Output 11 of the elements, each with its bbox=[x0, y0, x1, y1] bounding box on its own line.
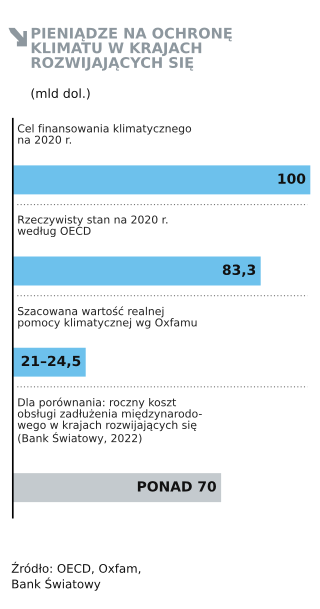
data-label: PONAD 70 bbox=[138, 481, 216, 492]
data-label: 21–24,5 bbox=[22, 356, 80, 368]
chart-subtitle: (mld dol.) bbox=[31, 88, 90, 100]
y-tick-label: Cel finansowania klimatycznego na 2020 r. bbox=[18, 124, 192, 144]
y-tick-label: Rzeczywisty stan na 2020 r. według OECD bbox=[18, 215, 168, 238]
chart-title: PIENIĄDZE NA OCHRONĘ KLIMATU W KRAJACH ROZWIJAJĄCYCH SIĘ bbox=[32, 28, 232, 71]
text: Źródło: OECD, Oxfam, Bank Światowy bbox=[12, 562, 140, 591]
y-tick-label: Dla porównania: roczny koszt obsługi zadłużenia międzynarodo- wego w krajach rozwijających się (Bank Światowy, 2022) bbox=[18, 398, 202, 444]
data-label: 83,3 bbox=[222, 264, 256, 277]
data-label: 100 bbox=[278, 173, 306, 184]
y-tick-label: Szacowana wartość realnej pomocy klimatycznej wg Oxfamu bbox=[18, 306, 197, 329]
